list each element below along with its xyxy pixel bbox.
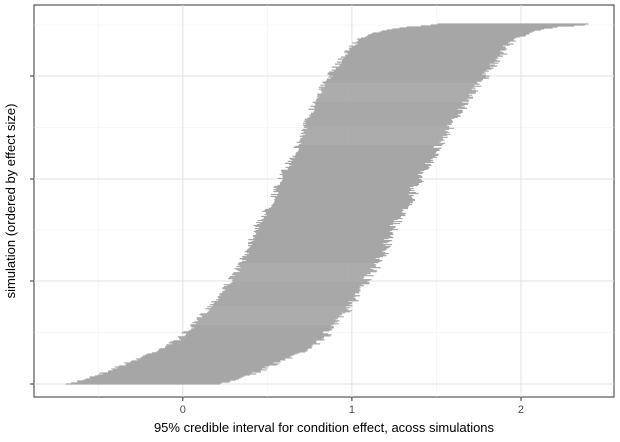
x-axis-ticks: 0 1 2 <box>180 397 524 416</box>
y-axis-title: simulation (ordered by effect size) <box>3 104 18 299</box>
intervals <box>65 23 589 385</box>
x-tick-label: 2 <box>518 404 524 416</box>
x-tick-label: 0 <box>180 404 186 416</box>
y-axis-ticks <box>30 75 34 385</box>
x-tick-label: 1 <box>349 404 355 416</box>
x-axis-title: 95% credible interval for condition effe… <box>154 420 495 435</box>
